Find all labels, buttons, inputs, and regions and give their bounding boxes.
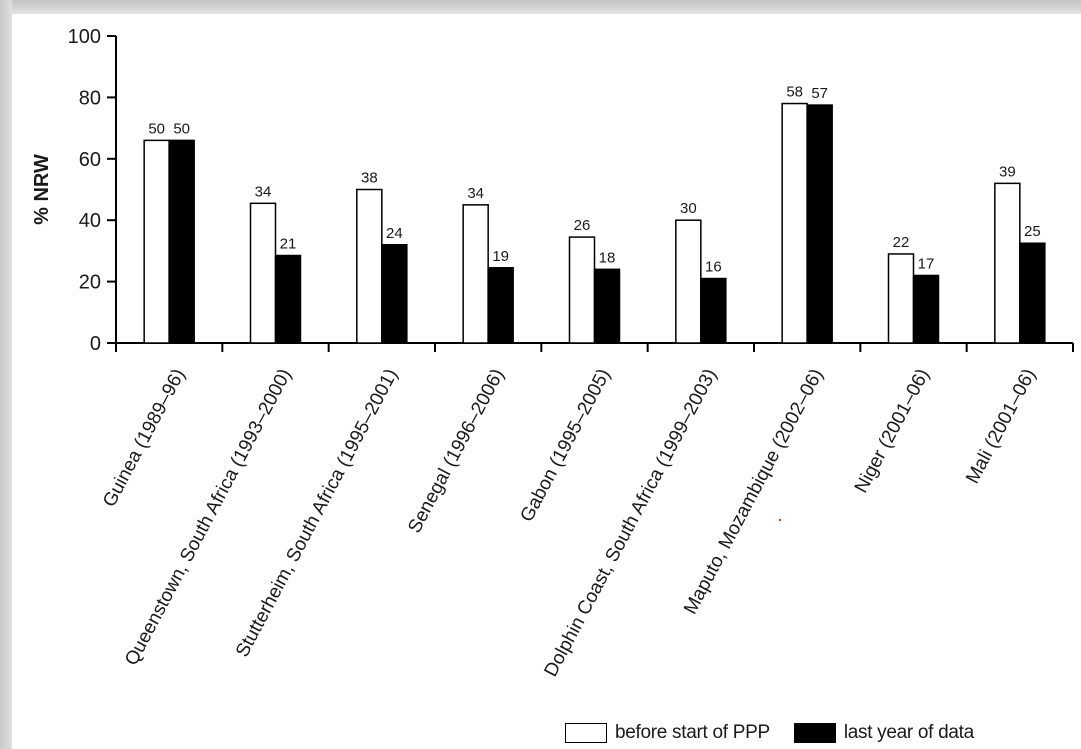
legend: before start of PPP last year of data	[565, 719, 974, 747]
window-frame-top	[0, 0, 1081, 14]
x-category-label: Dolphin Coast, South Africa (1999–2003)	[541, 365, 722, 680]
bar-last-year	[806, 104, 833, 344]
window-frame-left	[0, 0, 12, 749]
y-axis-title: % NRW	[31, 154, 53, 225]
y-tick-label: 40	[79, 210, 101, 232]
bar-before-ppp	[675, 219, 702, 344]
bar-chart: 0 20 40 60 80 100 % NRW 50 50 Guinea (1989–96) 34…	[31, 26, 1074, 681]
legend-swatch-last	[793, 723, 836, 743]
bar-before-ppp	[249, 202, 277, 344]
legend-label-before: before start of PPP	[615, 722, 770, 743]
data-label: 34	[467, 185, 484, 202]
data-label: 26	[574, 217, 591, 234]
data-label: 25	[1024, 223, 1041, 240]
bar-last-year	[593, 268, 621, 344]
bar-before-ppp	[462, 204, 489, 344]
bar-before-ppp	[887, 253, 915, 344]
data-label: 38	[361, 170, 378, 187]
y-tick-label: 20	[79, 272, 101, 294]
data-label: 39	[999, 163, 1016, 180]
data-label: 17	[918, 255, 935, 272]
stray-mark	[779, 519, 781, 521]
bar-last-year	[487, 267, 514, 344]
x-category-label: Mali (2001–06)	[962, 365, 1040, 487]
bar-before-ppp	[143, 139, 170, 344]
y-tick-label: 0	[90, 333, 101, 355]
legend-label-last: last year of data	[843, 722, 974, 743]
bar-last-year	[168, 139, 195, 344]
legend-item-last: last year of data	[793, 722, 974, 744]
y-tick-label: 100	[68, 26, 101, 48]
data-label: 50	[148, 120, 165, 137]
x-category-label: Gabon (1995–2005)	[517, 365, 615, 525]
legend-swatch-before	[565, 723, 607, 743]
data-label: 24	[386, 225, 403, 242]
bar-last-year	[1019, 242, 1046, 344]
bar-before-ppp	[356, 188, 383, 344]
chart-panel: 0 20 40 60 80 100 % NRW 50 50 Guinea (1989–96) 34…	[12, 14, 1081, 749]
legend-item-before: before start of PPP	[565, 722, 770, 744]
data-label: 34	[255, 183, 272, 200]
y-tick-label: 80	[79, 87, 101, 109]
chart-bars	[143, 102, 1046, 344]
bar-before-ppp	[781, 102, 808, 344]
bar-before-ppp	[994, 182, 1021, 344]
data-label: 18	[599, 249, 616, 266]
data-label: 19	[492, 248, 509, 265]
data-label: 22	[893, 234, 910, 251]
data-label: 21	[280, 236, 297, 253]
bar-last-year	[381, 244, 408, 344]
data-label: 50	[173, 120, 190, 137]
bar-before-ppp	[568, 236, 596, 344]
x-category-label: Guinea (1989–96)	[99, 365, 189, 510]
bar-last-year	[912, 274, 940, 344]
data-label: 16	[705, 259, 722, 276]
y-tick-label: 60	[79, 149, 101, 171]
bar-last-year	[274, 254, 302, 344]
x-category-label: Senegal (1996–2006)	[404, 365, 508, 536]
data-label: 58	[786, 84, 803, 101]
data-label: 57	[811, 85, 828, 102]
data-label: 30	[680, 200, 697, 217]
bar-last-year	[700, 277, 727, 344]
x-category-label: Niger (2001–06)	[851, 365, 934, 496]
